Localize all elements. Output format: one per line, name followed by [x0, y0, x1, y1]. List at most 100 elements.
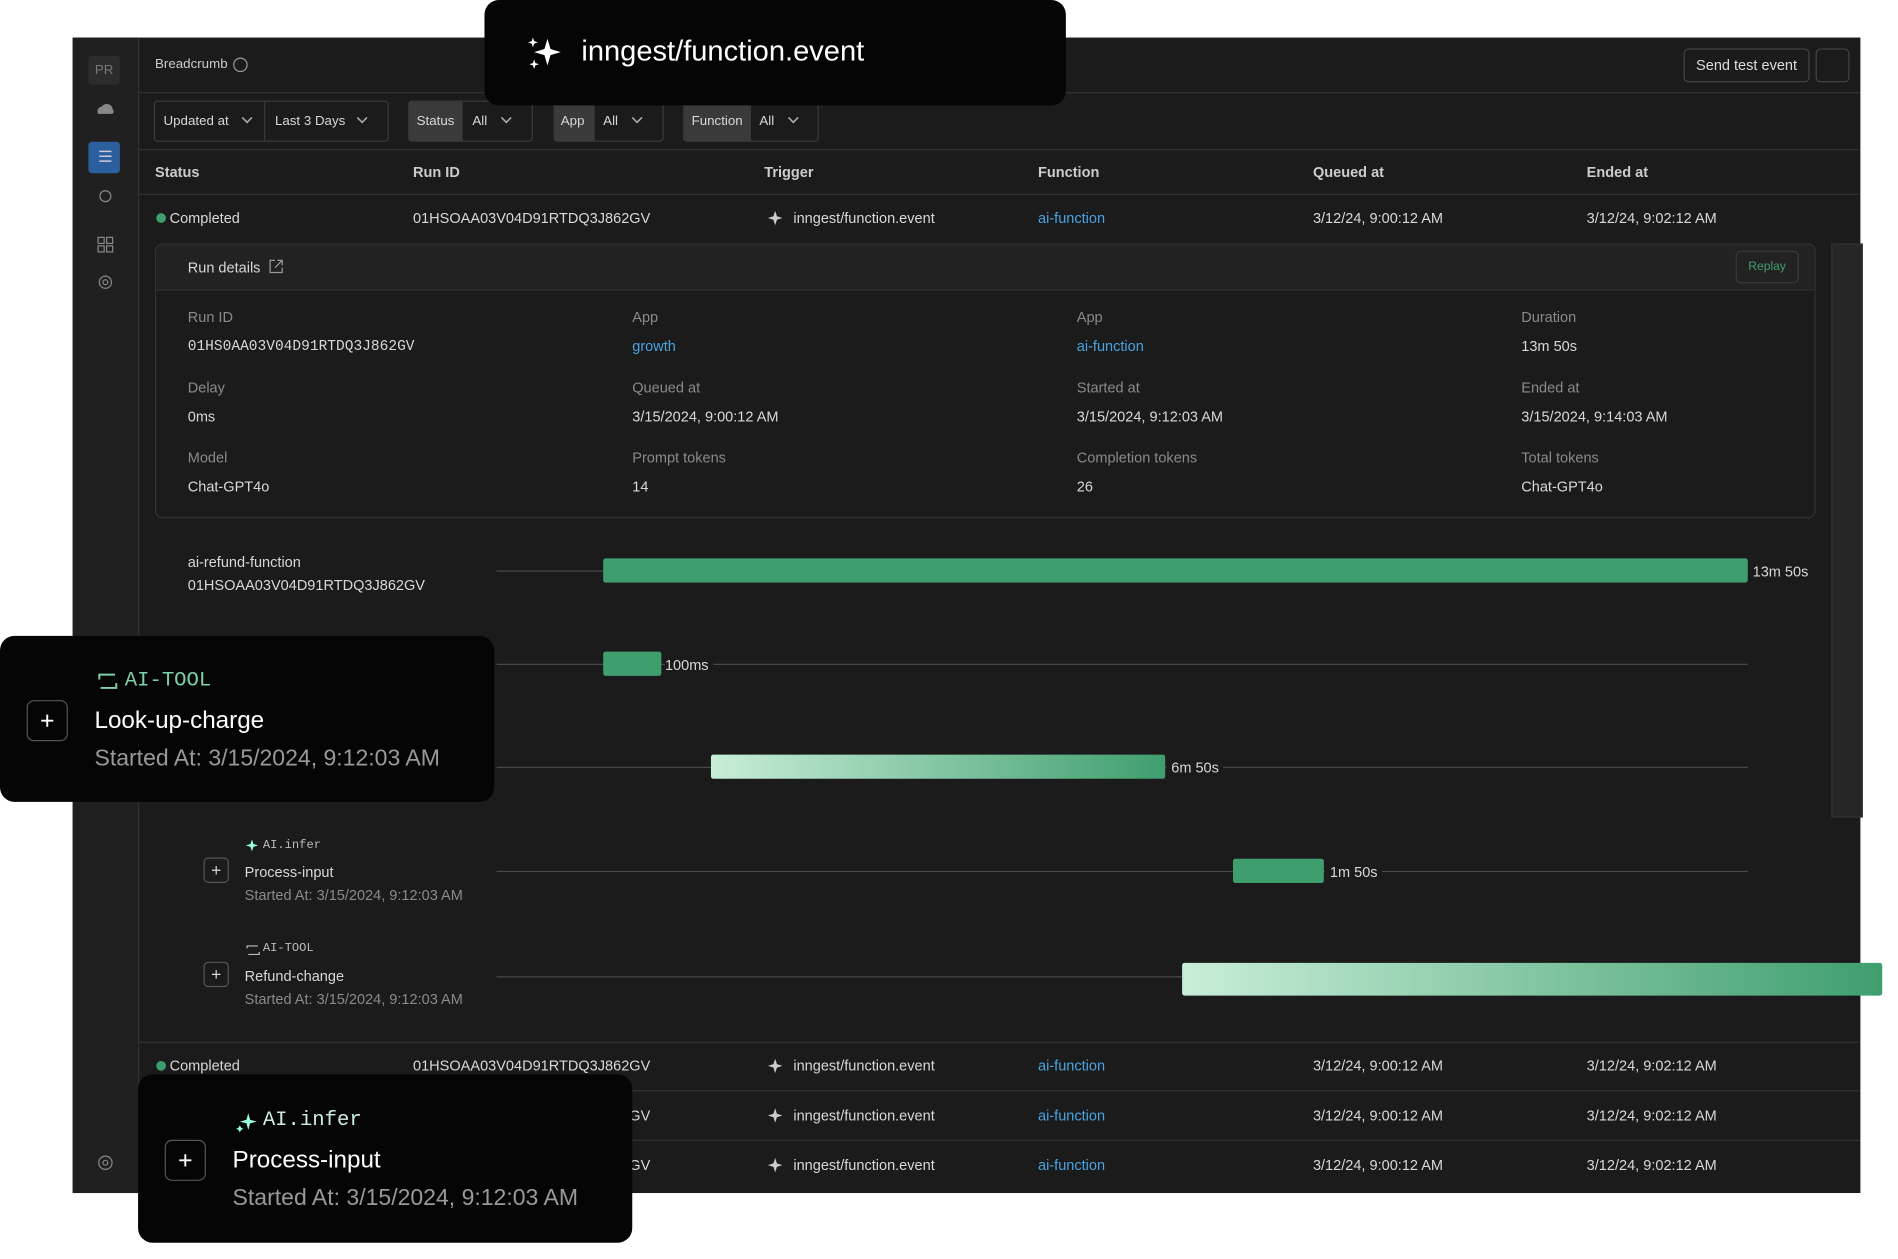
filter-label-bg	[554, 101, 595, 141]
sparkle-icon	[236, 1113, 257, 1133]
expand-button[interactable]	[203, 857, 229, 883]
status-dot	[156, 213, 166, 223]
sidebar	[72, 37, 140, 1194]
queued-at: 3/12/24, 9:00:12 AM	[1312, 1156, 1444, 1174]
column-header: Trigger	[764, 163, 814, 181]
status-dot	[156, 1061, 166, 1071]
nav-runs[interactable]	[88, 141, 120, 174]
step-bar	[710, 754, 1166, 779]
app-label: App	[560, 113, 585, 129]
field-value: Chat-GPT4o	[1521, 478, 1603, 496]
field-value[interactable]: ai-function	[1076, 337, 1144, 355]
trigger: inngest/function.event	[793, 1057, 935, 1075]
root-duration: 13m 50s	[1752, 563, 1809, 581]
expand-button[interactable]	[203, 961, 229, 988]
function-link[interactable]: ai-function	[1037, 1156, 1106, 1174]
column-header: Function	[1037, 163, 1100, 181]
step-bar	[603, 651, 662, 676]
run-status: Completed	[169, 209, 240, 227]
function-link[interactable]: ai-function	[1037, 1107, 1106, 1124]
time-field: Updated at	[163, 113, 229, 129]
tool-icon	[246, 945, 260, 956]
root-name: ai-refund-function	[187, 553, 301, 571]
field-value: 3/15/2024, 9:12:03 AM	[1076, 408, 1224, 426]
step-name: Refund-change	[244, 967, 345, 985]
ended-at: 3/12/24, 9:02:12 AM	[1586, 1057, 1717, 1075]
trigger: inngest/function.event	[793, 1107, 935, 1124]
divider	[138, 193, 1861, 196]
queued-at: 3/12/24, 9:00:12 AM	[1312, 209, 1444, 227]
trigger: inngest/function.event	[793, 1156, 935, 1174]
field-label: Completion tokens	[1076, 449, 1198, 467]
track	[496, 976, 1183, 978]
track	[496, 870, 1748, 873]
field-label: App	[632, 308, 659, 326]
step-tag: AI-TOOL	[262, 942, 314, 956]
run-details-title: Run details	[187, 259, 261, 277]
run-status: Completed	[169, 1057, 240, 1075]
filter-label-bg	[409, 101, 463, 141]
run-id: 01HSOAA03V04D91RTDQ3J862GV	[413, 1057, 651, 1075]
root-id: 01HSOAA03V04D91RTDQ3J862GV	[187, 576, 425, 594]
field-label: Total tokens	[1521, 449, 1599, 467]
status-filter[interactable]	[408, 100, 533, 142]
expand-button[interactable]	[26, 700, 68, 742]
field-value: 26	[1076, 478, 1093, 496]
ended-at: 3/12/24, 9:02:12 AM	[1586, 1156, 1717, 1174]
ended-at: 3/12/24, 9:02:12 AM	[1586, 1107, 1717, 1124]
field-label: Model	[187, 449, 228, 467]
track	[496, 570, 604, 572]
function-value: All	[759, 113, 775, 129]
filter-label-bg	[684, 101, 751, 141]
divider	[138, 1090, 1861, 1092]
step-bar	[1233, 858, 1324, 883]
time-range: Last 3 Days	[274, 113, 346, 129]
field-value: 14	[632, 478, 649, 496]
chevrons	[241, 116, 799, 124]
field-label: Started at	[1076, 379, 1140, 397]
column-header: Queued at	[1312, 163, 1385, 181]
sparkle-icon	[528, 37, 561, 70]
expand-button[interactable]	[164, 1139, 206, 1181]
send-test-event-button[interactable]: Send test event	[1683, 48, 1810, 83]
callout-started: Started At: 3/15/2024, 9:12:03 AM	[94, 746, 440, 772]
field-value: 0ms	[187, 408, 216, 426]
app-value: All	[603, 113, 618, 129]
replay-button[interactable]: Replay	[1735, 250, 1799, 284]
function-link[interactable]: ai-function	[1037, 209, 1106, 227]
divider	[264, 100, 266, 142]
time-filter[interactable]	[153, 100, 389, 142]
divider	[138, 1139, 1861, 1141]
step-name: Process-input	[244, 863, 334, 881]
status-label: Status	[416, 113, 455, 129]
field-value: Chat-GPT4o	[187, 478, 270, 496]
infer-callout: AI.infer Process-input Started At: 3/15/…	[138, 1074, 633, 1243]
field-value: 3/15/2024, 9:14:03 AM	[1521, 408, 1668, 426]
root-bar	[603, 558, 1748, 583]
status-value: All	[472, 113, 488, 129]
column-header: Run ID	[413, 163, 460, 181]
callout-tag: AI.infer	[262, 1109, 362, 1133]
column-header: Ended at	[1586, 163, 1649, 181]
workspace-badge[interactable]: PR	[88, 55, 120, 85]
help-icon[interactable]	[233, 57, 249, 73]
tool-callout: AI-TOOL Look-up-charge Started At: 3/15/…	[0, 635, 495, 802]
divider	[138, 148, 1861, 151]
column-header: Status	[155, 163, 200, 181]
run-id: 01HSOAA03V04D91RTDQ3J862GV	[413, 209, 651, 227]
function-link[interactable]: ai-function	[1037, 1057, 1106, 1075]
settings-icon[interactable]	[94, 1152, 116, 1174]
field-value[interactable]: growth	[632, 337, 676, 355]
queued-at: 3/12/24, 9:00:12 AM	[1312, 1107, 1444, 1124]
field-label: Ended at	[1521, 379, 1580, 397]
external-link-icon[interactable]	[268, 258, 285, 275]
tool-icon	[98, 673, 118, 689]
field-label: Queued at	[632, 379, 701, 397]
breadcrumb: Breadcrumb	[155, 56, 228, 72]
settings-button[interactable]	[1815, 48, 1850, 83]
callout-name: Process-input	[232, 1147, 381, 1174]
queued-at: 3/12/24, 9:00:12 AM	[1312, 1057, 1444, 1075]
field-value: 3/15/2024, 9:00:12 AM	[632, 408, 779, 426]
